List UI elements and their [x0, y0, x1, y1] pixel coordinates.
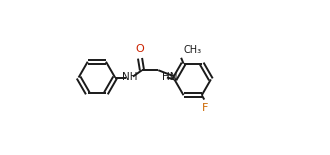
Text: O: O [136, 44, 145, 54]
Text: CH₃: CH₃ [183, 45, 202, 55]
Text: NH: NH [122, 73, 137, 82]
Text: F: F [202, 103, 209, 113]
Text: HN: HN [162, 73, 178, 82]
